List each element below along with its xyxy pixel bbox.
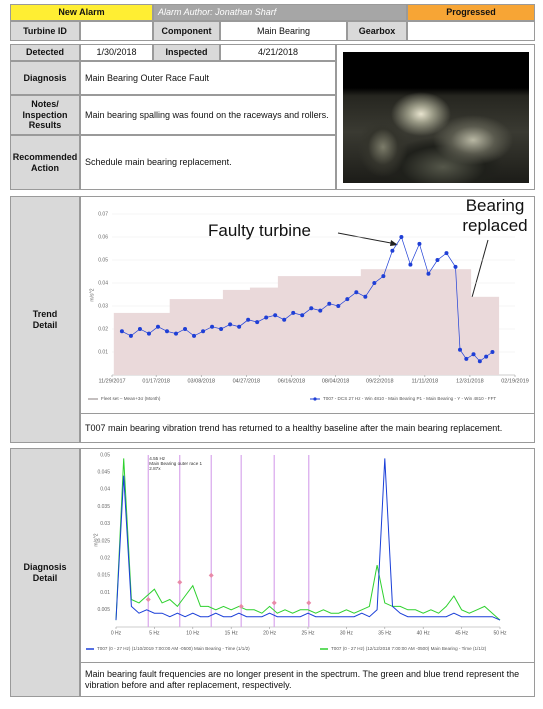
- diagnosis: Main Bearing Outer Race Fault: [80, 61, 336, 95]
- annotation: Faulty turbine: [208, 221, 311, 240]
- detected: 1/30/2018: [80, 44, 153, 61]
- notes-label: Notes/ Inspection Results: [10, 95, 80, 135]
- spectrum-chart-cell: [80, 448, 535, 663]
- component-label: Component: [153, 21, 220, 41]
- diagnosis-detail-label: Diagnosis Detail: [10, 448, 80, 697]
- status-left: New Alarm: [10, 4, 153, 21]
- empty-cell: [80, 21, 153, 41]
- diagnosis-label: Diagnosis: [10, 61, 80, 95]
- notes: Main bearing spalling was found on the r…: [80, 95, 336, 135]
- photo-cell: [336, 44, 535, 190]
- status-right: Progressed: [407, 4, 535, 21]
- trend-label: Trend Detail: [10, 196, 80, 443]
- action-label: Recommended Action: [10, 135, 80, 190]
- action: Schedule main bearing replacement.: [80, 135, 336, 190]
- component: Main Bearing: [220, 21, 347, 41]
- detected-label: Detected: [10, 44, 80, 61]
- empty-cell: [407, 21, 535, 41]
- gearbox-label: Gearbox: [347, 21, 407, 41]
- author: Alarm Author: Jonathan Sharf: [153, 4, 407, 21]
- turbine-id-label: Turbine ID: [10, 21, 80, 41]
- inspected-label: Inspected: [153, 44, 220, 61]
- inspected: 4/21/2018: [220, 44, 336, 61]
- annotation: Bearing replaced: [462, 196, 528, 235]
- inspection-photo: [343, 52, 529, 183]
- trend-text: T007 main bearing vibration trend has re…: [80, 413, 535, 443]
- diagnosis-text: Main bearing fault frequencies are no lo…: [80, 662, 535, 697]
